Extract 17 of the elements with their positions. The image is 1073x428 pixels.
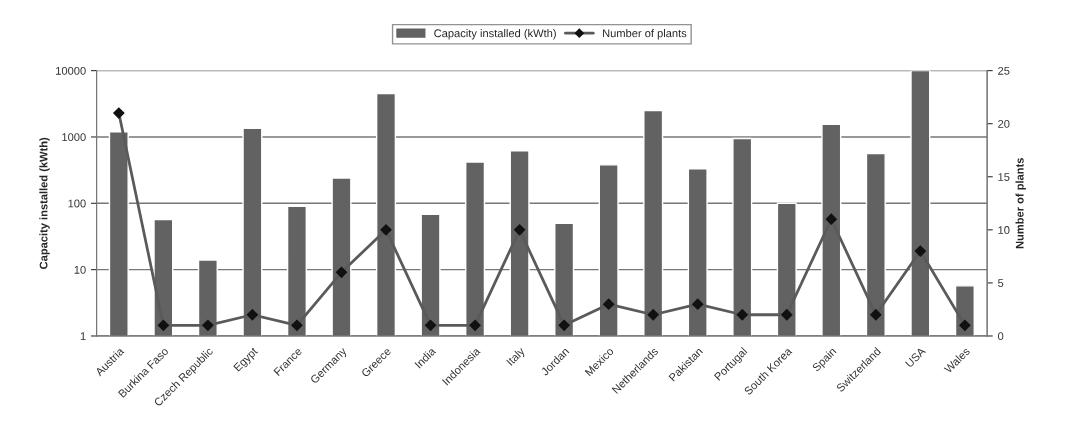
- y2-tick-label: 25: [998, 66, 1010, 75]
- y-tick-label: 10000: [56, 66, 86, 75]
- x-tick-label: USA: [905, 346, 927, 368]
- y2-tick-label: 10: [998, 226, 1010, 234]
- y-tick-label: 10: [74, 265, 86, 274]
- y2-axis-title: Number of plants: [1015, 158, 1026, 249]
- y-tick-label: 100: [68, 199, 86, 208]
- y2-tick-label: 15: [998, 173, 1010, 181]
- y-tick-label: 1000: [62, 133, 86, 142]
- y2-tick-label: 5: [998, 279, 1004, 288]
- legend-label: Number of plants: [603, 29, 687, 40]
- y-axis-title: Capacity installed (kWth): [39, 137, 50, 269]
- y2-tick-label: 0: [998, 332, 1004, 341]
- y-tick-label: 1: [80, 332, 86, 341]
- legend-label: Capacity installed (kWth): [434, 29, 556, 40]
- y2-tick-label: 20: [998, 119, 1010, 128]
- x-tick-label: Italy: [505, 346, 527, 368]
